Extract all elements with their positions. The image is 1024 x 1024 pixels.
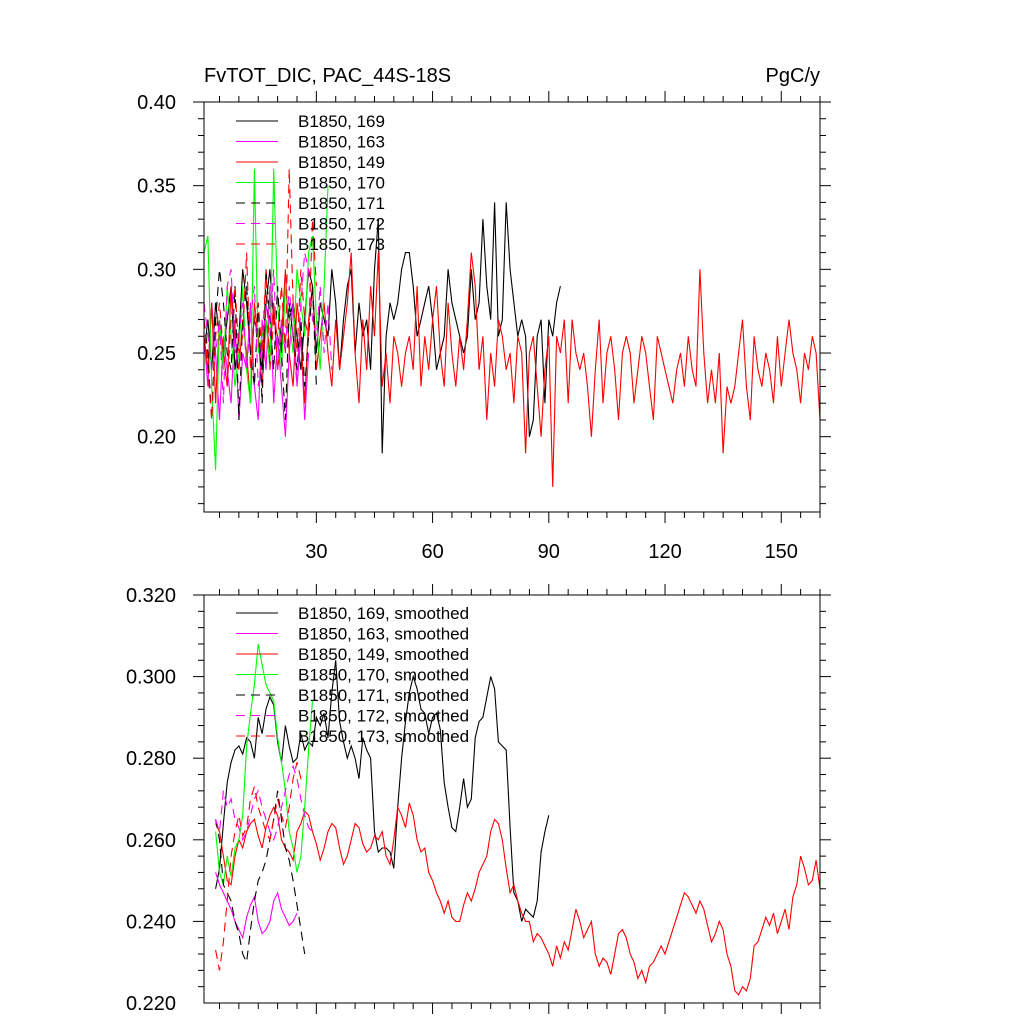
top-panel: 30 60 90 120 150 0.20 0.25 0.30 0.35 0.40 B1850, 1… — [137, 91, 831, 563]
legend-entry: B1850, 149 — [298, 153, 385, 172]
series-line-7 — [204, 168, 317, 421]
series-line-5 — [215, 790, 306, 965]
legend-entry: B1850, 170 — [298, 174, 385, 193]
legend-entry: B1850, 171 — [298, 194, 385, 213]
series-line-2 — [215, 872, 298, 940]
y-tick-label: 0.220 — [126, 993, 176, 1015]
bottom-panel: 0.220 0.240 0.260 0.280 0.300 0.320 B1850, 169… — [126, 584, 831, 1015]
legend-entry: B1850, 163 — [298, 133, 385, 152]
legend-entry: B1850, 173 — [298, 235, 385, 254]
series-line-6 — [204, 252, 333, 404]
series-line-6 — [215, 764, 313, 842]
x-tick-label: 90 — [538, 541, 560, 563]
legend-entry: B1850, 169 — [298, 112, 385, 131]
legend-entry: B1850, 173, smoothed — [298, 727, 469, 746]
series-line-3 — [215, 802, 820, 996]
y-tick-label: 0.240 — [126, 911, 176, 933]
plot-frame — [203, 594, 821, 1004]
series-line-4 — [204, 168, 329, 471]
series-line-7 — [215, 762, 306, 971]
series-line-5 — [204, 269, 317, 421]
legend-entry: B1850, 171, smoothed — [298, 686, 469, 705]
y-tick-label: 0.30 — [137, 259, 176, 281]
y-tick-label: 0.320 — [126, 585, 176, 607]
legend-entry: B1850, 149, smoothed — [298, 645, 469, 664]
x-tick-label: 30 — [305, 541, 327, 563]
y-tick-label: 0.260 — [126, 830, 176, 852]
x-tick-label: 150 — [765, 541, 798, 563]
x-tick-label: 120 — [648, 541, 681, 563]
y-tick-label: 0.35 — [137, 176, 176, 198]
series-line-3 — [204, 252, 820, 487]
x-tick-label: 60 — [421, 541, 443, 563]
legend-entry: B1850, 172 — [298, 215, 385, 234]
y-tick-label: 0.25 — [137, 343, 176, 365]
legend-entry: B1850, 172, smoothed — [298, 707, 469, 726]
y-tick-label: 0.20 — [137, 427, 176, 449]
series-line-2 — [204, 286, 310, 437]
series-line-1 — [215, 660, 550, 922]
units-label: PgC/y — [766, 65, 820, 87]
y-tick-label: 0.40 — [137, 92, 176, 114]
y-tick-label: 0.300 — [126, 667, 176, 689]
legend-entry: B1850, 163, smoothed — [298, 625, 469, 644]
legend-entry: B1850, 169, smoothed — [298, 604, 469, 623]
plot-frame — [203, 101, 821, 513]
y-tick-label: 0.280 — [126, 748, 176, 770]
series-line-1 — [204, 202, 561, 454]
legend-entry: B1850, 170, smoothed — [298, 666, 469, 685]
chart-title: FvTOT_DIC, PAC_44S-18S — [204, 65, 451, 87]
